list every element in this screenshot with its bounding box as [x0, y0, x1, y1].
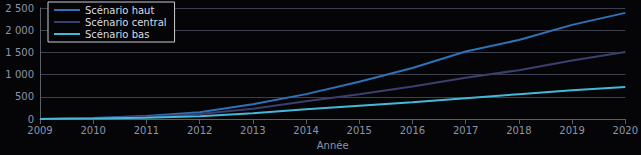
svg-text:2015: 2015 — [347, 125, 372, 136]
svg-text:2014: 2014 — [293, 125, 318, 136]
svg-text:1 500: 1 500 — [5, 47, 34, 58]
svg-text:0: 0 — [28, 114, 34, 125]
svg-text:Scénario haut: Scénario haut — [85, 5, 154, 16]
svg-text:1 000: 1 000 — [5, 69, 34, 80]
svg-text:2011: 2011 — [134, 125, 159, 136]
svg-text:2020: 2020 — [613, 125, 638, 136]
svg-text:500: 500 — [15, 91, 34, 102]
svg-text:2 500: 2 500 — [5, 3, 34, 14]
svg-text:2013: 2013 — [240, 125, 265, 136]
svg-text:2016: 2016 — [400, 125, 425, 136]
svg-text:Scénario central: Scénario central — [85, 17, 167, 28]
svg-text:2009: 2009 — [27, 125, 52, 136]
svg-text:Scénario bas: Scénario bas — [85, 29, 149, 40]
svg-text:2012: 2012 — [187, 125, 212, 136]
svg-text:2010: 2010 — [80, 125, 105, 136]
svg-text:2 000: 2 000 — [5, 25, 34, 36]
svg-text:Année: Année — [317, 140, 349, 151]
svg-text:2018: 2018 — [506, 125, 531, 136]
svg-text:2019: 2019 — [559, 125, 584, 136]
svg-text:2017: 2017 — [453, 125, 478, 136]
